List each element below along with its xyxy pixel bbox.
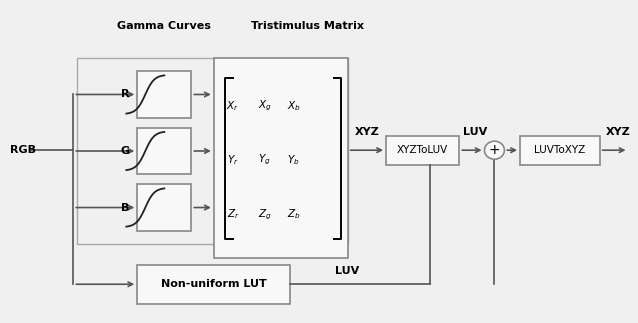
Text: $Z_r$: $Z_r$ — [226, 207, 239, 221]
Text: B: B — [121, 203, 130, 213]
Text: Non-uniform LUT: Non-uniform LUT — [161, 279, 267, 289]
Text: LUV: LUV — [463, 127, 487, 137]
FancyBboxPatch shape — [137, 128, 191, 174]
Text: $Y_g$: $Y_g$ — [258, 153, 271, 167]
Text: +: + — [489, 143, 500, 157]
FancyBboxPatch shape — [137, 265, 290, 304]
Text: $X_b$: $X_b$ — [286, 99, 300, 113]
Text: XYZ: XYZ — [605, 127, 630, 137]
Text: LUVToXYZ: LUVToXYZ — [534, 145, 586, 155]
Text: R: R — [121, 89, 130, 99]
Text: $Z_b$: $Z_b$ — [286, 207, 300, 221]
Ellipse shape — [484, 141, 505, 159]
Text: RGB: RGB — [10, 145, 36, 155]
Text: Gamma Curves: Gamma Curves — [117, 21, 211, 31]
Text: LUV: LUV — [335, 266, 360, 276]
Text: $X_r$: $X_r$ — [226, 99, 239, 113]
FancyBboxPatch shape — [137, 71, 191, 118]
Text: XYZToLUV: XYZToLUV — [397, 145, 449, 155]
Text: $Y_b$: $Y_b$ — [287, 153, 300, 167]
Text: Tristimulus Matrix: Tristimulus Matrix — [251, 21, 364, 31]
Text: G: G — [121, 146, 130, 156]
FancyBboxPatch shape — [386, 136, 459, 165]
FancyBboxPatch shape — [214, 58, 348, 258]
FancyBboxPatch shape — [137, 184, 191, 231]
Text: $X_g$: $X_g$ — [258, 99, 272, 113]
FancyBboxPatch shape — [520, 136, 600, 165]
Text: XYZ: XYZ — [355, 127, 379, 137]
Text: $Z_g$: $Z_g$ — [258, 207, 272, 222]
Text: $Y_r$: $Y_r$ — [227, 153, 239, 167]
